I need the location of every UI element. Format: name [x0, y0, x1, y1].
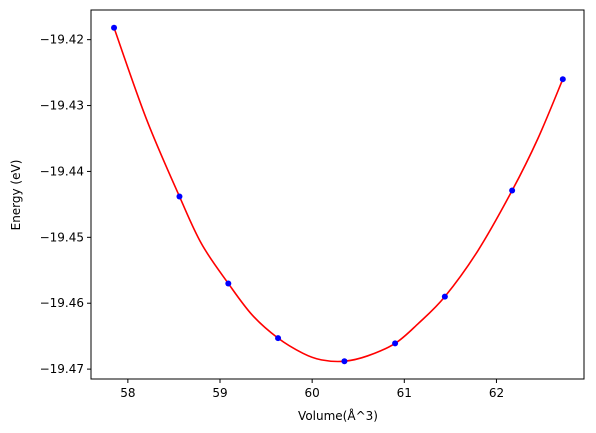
x-tick-label: 59 — [212, 386, 227, 400]
data-point — [341, 358, 348, 365]
y-tick-label: −19.42 — [40, 33, 84, 47]
axes: 58 59 60 61 62 −19.42 −19.43 −19.44 −19.45 −19.46… — [40, 9, 585, 400]
y-tick-label: −19.47 — [40, 362, 84, 376]
y-tick-label: −19.44 — [40, 164, 84, 178]
plot-area — [91, 10, 584, 379]
data-point — [225, 280, 232, 287]
data-point — [559, 76, 566, 83]
data-point — [441, 293, 448, 300]
plot-frame — [90, 9, 585, 380]
plot-background — [91, 10, 584, 379]
x-axis-label: Volume(Å^3) — [298, 408, 378, 423]
data-marks — [111, 24, 566, 365]
data-point — [509, 187, 516, 194]
x-tick-label: 60 — [305, 386, 320, 400]
data-point — [275, 335, 282, 342]
fit-curve-line — [113, 27, 564, 363]
data-point — [176, 193, 183, 200]
x-tick-label: 62 — [489, 386, 504, 400]
data-point — [111, 24, 118, 31]
y-tick-label: −19.45 — [40, 230, 84, 244]
y-tick-label: −19.46 — [40, 296, 84, 310]
y-tick-label: −19.43 — [40, 99, 84, 113]
y-axis-label: Energy (eV) — [9, 160, 23, 231]
x-tick-label: 58 — [120, 386, 135, 400]
x-tick-label: 61 — [397, 386, 412, 400]
data-point — [392, 340, 399, 347]
